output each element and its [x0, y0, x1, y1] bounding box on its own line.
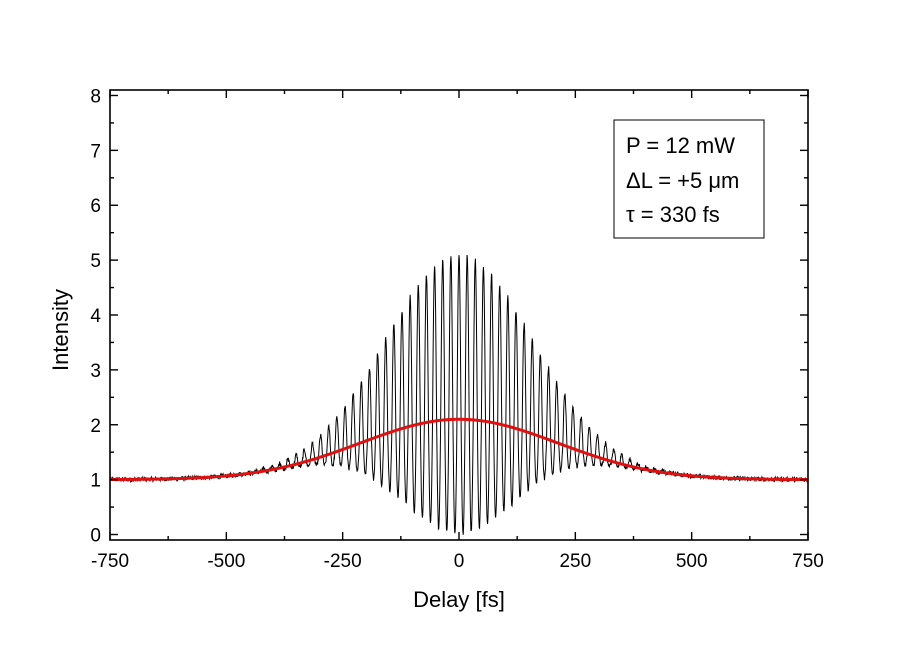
y-tick-label: 8 [90, 86, 101, 107]
annotation-length-change: ΔL = +5 μm [626, 168, 739, 193]
x-tick-label: 250 [559, 551, 591, 572]
x-tick-label: 500 [676, 551, 708, 572]
annotation-box: P = 12 mW ΔL = +5 μm τ = 330 fs [613, 119, 765, 239]
x-axis-title: Delay [fs] [413, 587, 505, 612]
y-tick-label: 2 [90, 416, 101, 437]
x-tick-label: 0 [454, 551, 465, 572]
measured-trace-line [110, 254, 808, 535]
y-tick-label: 4 [90, 306, 101, 327]
y-axis-title: Intensity [48, 289, 73, 371]
fit-trace-line [110, 417, 808, 482]
y-tick-label: 0 [90, 526, 101, 547]
y-axis-tick-labels: 0 1 2 3 4 5 6 7 8 [90, 86, 101, 546]
x-axis-ticks [109, 90, 809, 540]
annotation-pulse-duration: τ = 330 fs [626, 202, 720, 227]
y-tick-label: 3 [90, 361, 101, 382]
y-tick-label: 6 [90, 196, 101, 217]
y-tick-label: 7 [90, 141, 101, 162]
x-axis-tick-labels: -750 -500 -250 0 250 500 750 [91, 551, 824, 572]
x-tick-label: -500 [207, 551, 245, 572]
x-tick-label: -750 [91, 551, 129, 572]
y-tick-label: 5 [90, 251, 101, 272]
y-tick-label: 1 [90, 471, 101, 492]
annotation-power: P = 12 mW [626, 133, 735, 158]
annotation-frame [613, 119, 765, 239]
x-tick-label: -250 [324, 551, 362, 572]
x-tick-label: 750 [792, 551, 824, 572]
y-axis-ticks [110, 94, 808, 536]
